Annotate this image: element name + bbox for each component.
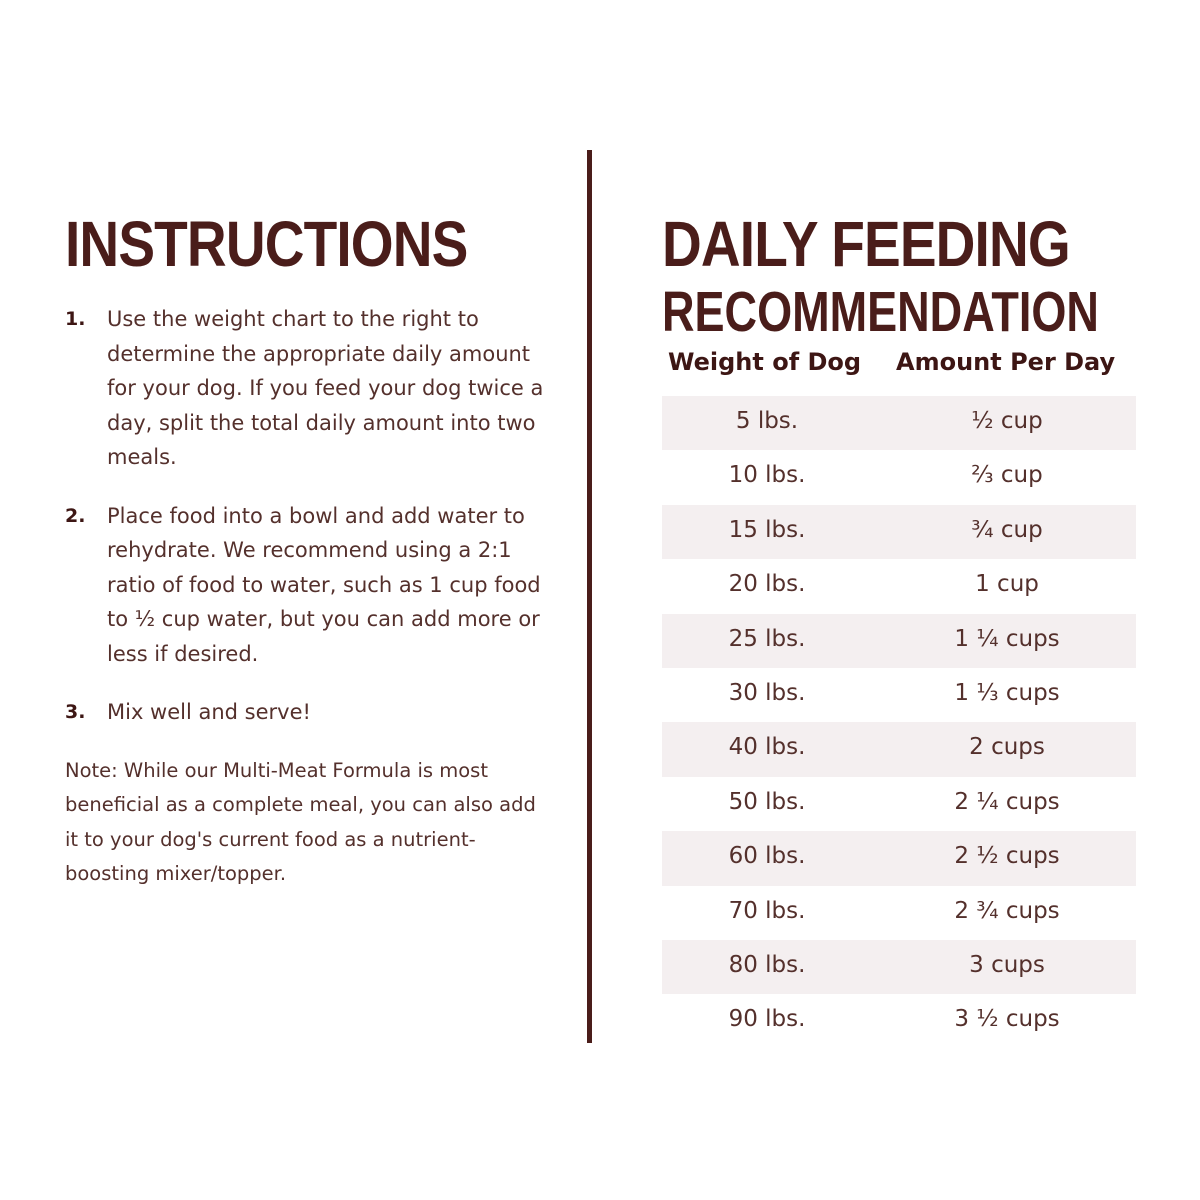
cell-amount: 2 ½ cups [954, 843, 1060, 870]
step-number: 2. [65, 504, 86, 527]
instruction-step: 1. Use the weight chart to the right to … [65, 302, 545, 475]
instructions-title: INSTRUCTIONS [65, 208, 468, 280]
cell-weight: 20 lbs. [728, 571, 806, 598]
cell-amount: ⅔ cup [971, 462, 1043, 489]
table-row: 70 lbs. 2 ¾ cups [662, 886, 1136, 940]
step-number: 1. [65, 308, 86, 330]
cell-amount: ½ cup [971, 408, 1043, 434]
note-text: Note: While our Multi-Meat Formula is mo… [65, 758, 536, 886]
cell-weight: 90 lbs. [728, 1006, 806, 1033]
cell-weight: 30 lbs. [728, 679, 806, 706]
cell-amount: 3 ½ cups [954, 1006, 1060, 1033]
cell-weight: 15 lbs. [728, 516, 806, 543]
cell-amount: 2 cups [969, 734, 1045, 761]
table-row: 90 lbs. 3 ½ cups [662, 994, 1136, 1048]
column-header-amount: Amount Per Day [896, 348, 1116, 376]
instruction-step: 3. Mix well and serve! [65, 695, 545, 730]
cell-weight: 10 lbs. [728, 462, 806, 489]
cell-weight: 50 lbs. [728, 788, 806, 815]
cell-weight: 5 lbs. [735, 408, 799, 434]
table-row: 10 lbs. ⅔ cup [662, 450, 1136, 504]
cell-weight: 70 lbs. [728, 897, 806, 924]
feeding-panel: DAILY FEEDING RECOMMENDATION Weight of D… [662, 208, 1136, 1032]
column-header-weight: Weight of Dog [668, 348, 862, 376]
cell-amount: 1 ¼ cups [954, 625, 1060, 652]
feeding-subtitle: RECOMMENDATION [662, 280, 1099, 344]
table-row: 80 lbs. 3 cups [662, 939, 1136, 995]
step-text: Use the weight chart to the right to det… [107, 307, 544, 469]
table-row: 25 lbs. 1 ¼ cups [662, 613, 1136, 668]
table-row: 40 lbs. 2 cups [662, 722, 1136, 777]
cell-weight: 40 lbs. [728, 734, 806, 761]
vertical-divider [587, 150, 592, 1043]
cell-amount: 3 cups [969, 951, 1045, 978]
step-text: Mix well and serve! [107, 700, 311, 724]
cell-amount: 1 ⅓ cups [954, 679, 1060, 706]
instruction-step: 2. Place food into a bowl and add water … [65, 499, 545, 672]
table-row: 30 lbs. 1 ⅓ cups [662, 668, 1136, 722]
feeding-table-header: Weight of Dog Amount Per Day [662, 348, 1136, 384]
feeding-title: DAILY FEEDING [662, 208, 1071, 280]
cell-amount: 1 cup [975, 571, 1039, 598]
cell-weight: 25 lbs. [728, 625, 806, 652]
cell-weight: 80 lbs. [728, 951, 806, 978]
instruction-steps: 1. Use the weight chart to the right to … [65, 302, 545, 730]
table-row: 60 lbs. 2 ½ cups [662, 831, 1136, 886]
cell-amount: 2 ¾ cups [954, 897, 1060, 924]
table-row: 5 lbs. ½ cup [662, 396, 1136, 451]
table-row: 50 lbs. 2 ¼ cups [662, 777, 1136, 831]
table-row: 15 lbs. ¾ cup [662, 504, 1136, 560]
instructions-panel: INSTRUCTIONS 1. Use the weight chart to … [65, 212, 545, 892]
feeding-table-body: 5 lbs. ½ cup 10 lbs. ⅔ cup 15 lbs. ¾ cup 20 lb… [662, 396, 1136, 1049]
cell-weight: 60 lbs. [728, 843, 806, 870]
cell-amount: ¾ cup [971, 516, 1043, 543]
step-number: 3. [65, 701, 86, 723]
cell-amount: 2 ¼ cups [954, 788, 1060, 815]
table-row: 20 lbs. 1 cup [662, 559, 1136, 613]
step-text: Place food into a bowl and add water to … [107, 503, 541, 666]
